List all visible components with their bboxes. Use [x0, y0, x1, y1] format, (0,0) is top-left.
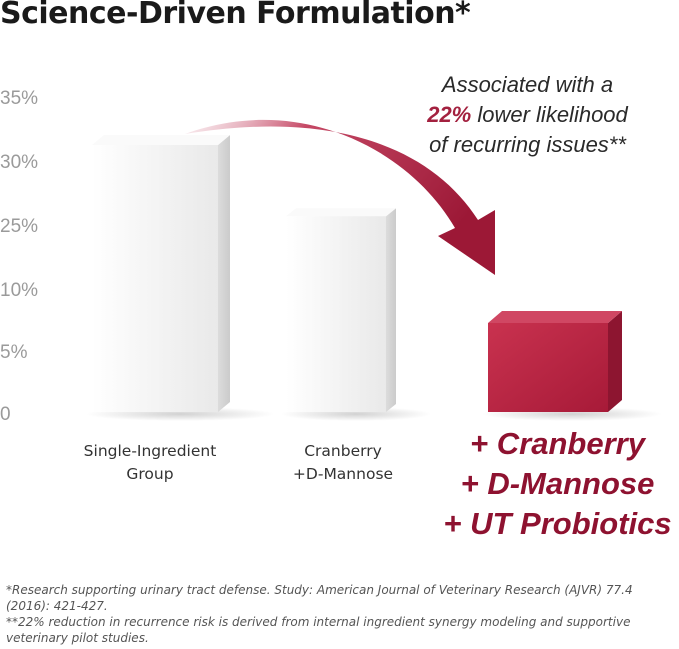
category-label-line: + Cranberry — [470, 426, 645, 461]
category-label-cranberry-mannose: Cranberry +D-Mannose — [268, 440, 418, 486]
category-label-highlight: + Cranberry + D-Mannose + UT Probiotics — [440, 424, 675, 544]
y-tick-label: 30% — [0, 152, 39, 173]
category-label-line: + D-Mannose — [460, 466, 655, 501]
annotation-line: 22% lower likelihood — [395, 100, 660, 130]
category-label-line: Cranberry — [304, 442, 382, 460]
category-label-single: Single-Ingredient Group — [60, 440, 240, 486]
bar-top — [488, 311, 622, 323]
y-tick-label: 35% — [0, 88, 39, 109]
chart-title: Science-Driven Formulation* — [0, 0, 471, 31]
bar-side — [386, 208, 396, 412]
bar — [488, 323, 608, 412]
category-label-line: + UT Probiotics — [443, 506, 672, 541]
footnote: *Research supporting urinary tract defen… — [6, 583, 633, 613]
footnotes: *Research supporting urinary tract defen… — [6, 582, 678, 646]
category-label-line: Single-Ingredient — [83, 442, 217, 460]
y-tick-label: 5% — [0, 342, 28, 363]
bar — [92, 145, 218, 412]
annotation-line: of recurring issues** — [429, 132, 626, 157]
y-tick-label: 25% — [0, 216, 39, 237]
y-tick-label: 10% — [0, 280, 39, 301]
bar — [286, 216, 386, 412]
category-label-line: +D-Mannose — [292, 465, 394, 483]
annotation-text: lower likelihood — [471, 102, 628, 127]
bar-top — [92, 135, 230, 145]
footnote: **22% reduction in recurrence risk is de… — [6, 615, 631, 645]
category-label-line: Group — [126, 465, 174, 483]
bar-side — [218, 135, 230, 412]
bar-side — [608, 311, 622, 412]
annotation-line: Associated with a — [441, 72, 614, 97]
annotation-highlight: 22% — [427, 102, 472, 127]
chart-annotation: Associated with a 22% lower likelihood o… — [395, 70, 660, 160]
bar-top — [286, 208, 396, 217]
y-tick-label: 0 — [0, 404, 11, 425]
